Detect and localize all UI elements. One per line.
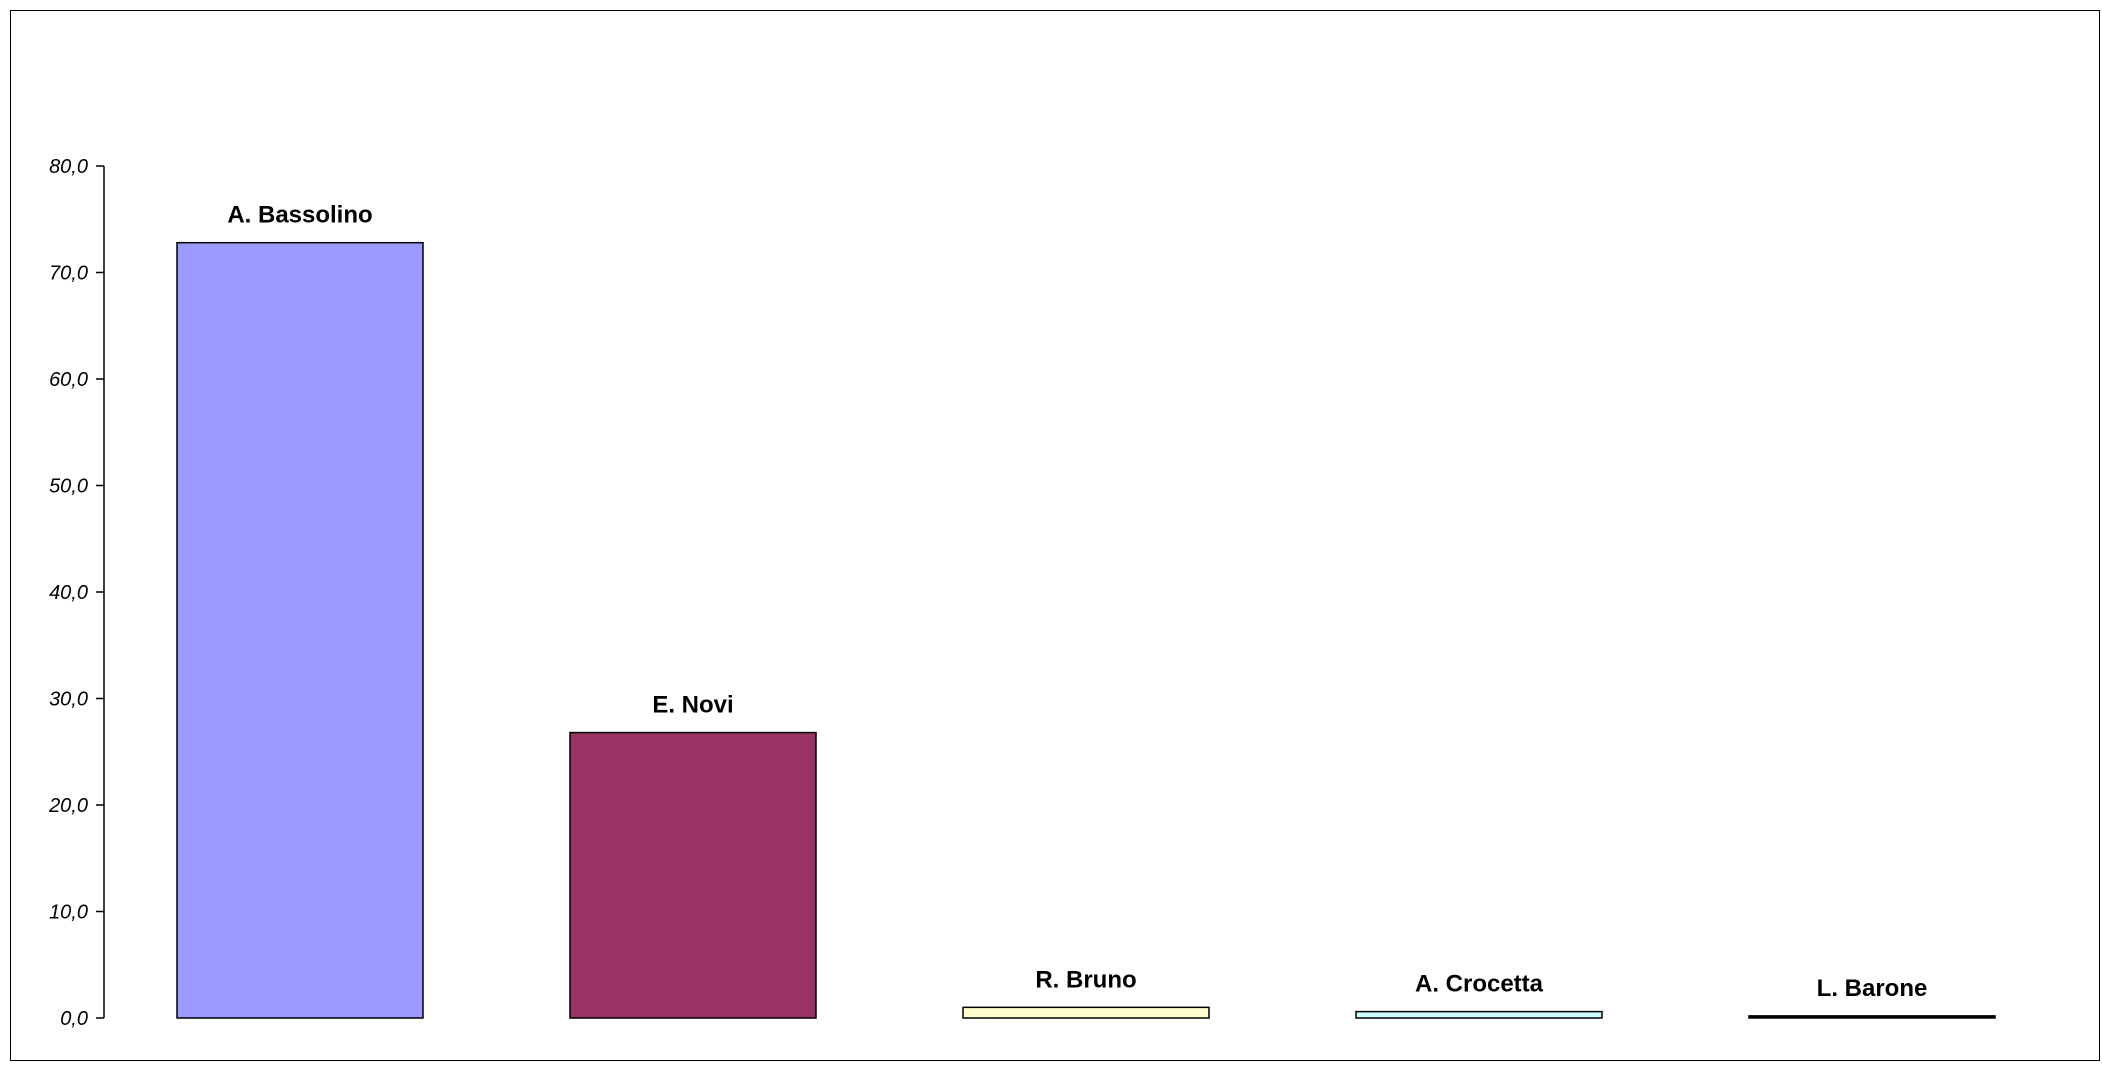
bar-data-label: R. Bruno bbox=[1035, 966, 1136, 993]
y-tick-label: 60,0 bbox=[49, 369, 88, 391]
bar-data-label: A. Bassolino bbox=[227, 202, 372, 229]
y-tick-label: 10,0 bbox=[49, 902, 88, 924]
y-tick-label: 40,0 bbox=[49, 582, 88, 604]
data-labels: A. Bassolino E. Novi R. Bruno A. Crocetta L.… bbox=[227, 202, 1927, 1002]
y-tick-label: 80,0 bbox=[49, 156, 88, 178]
bar-a-crocetta bbox=[1355, 1010, 1603, 1019]
chart-frame: 0,0 10,0 20,0 30,0 40,0 50,0 60,0 70,0 80,0 A. B… bbox=[10, 10, 2100, 1061]
bar-data-label: A. Crocetta bbox=[1415, 971, 1544, 998]
bar-data-label: L. Barone bbox=[1817, 975, 1928, 1002]
bar-l-barone bbox=[1748, 1015, 1996, 1019]
bar-data-label: E. Novi bbox=[652, 692, 733, 719]
y-tick-label: 20,0 bbox=[48, 795, 88, 817]
bar-a-bassolino bbox=[176, 241, 424, 1019]
y-axis: 0,0 10,0 20,0 30,0 40,0 50,0 60,0 70,0 80,0 bbox=[48, 156, 105, 1030]
y-tick-label: 30,0 bbox=[49, 689, 88, 711]
bar-chart: 0,0 10,0 20,0 30,0 40,0 50,0 60,0 70,0 80,0 A. B… bbox=[48, 156, 1996, 1030]
y-tick-label: 70,0 bbox=[49, 263, 88, 285]
bar-e-novi bbox=[569, 731, 817, 1019]
y-tick-label: 0,0 bbox=[60, 1008, 88, 1030]
bar-r-bruno bbox=[962, 1006, 1210, 1019]
bars bbox=[176, 241, 1996, 1019]
y-tick-label: 50,0 bbox=[49, 476, 88, 498]
